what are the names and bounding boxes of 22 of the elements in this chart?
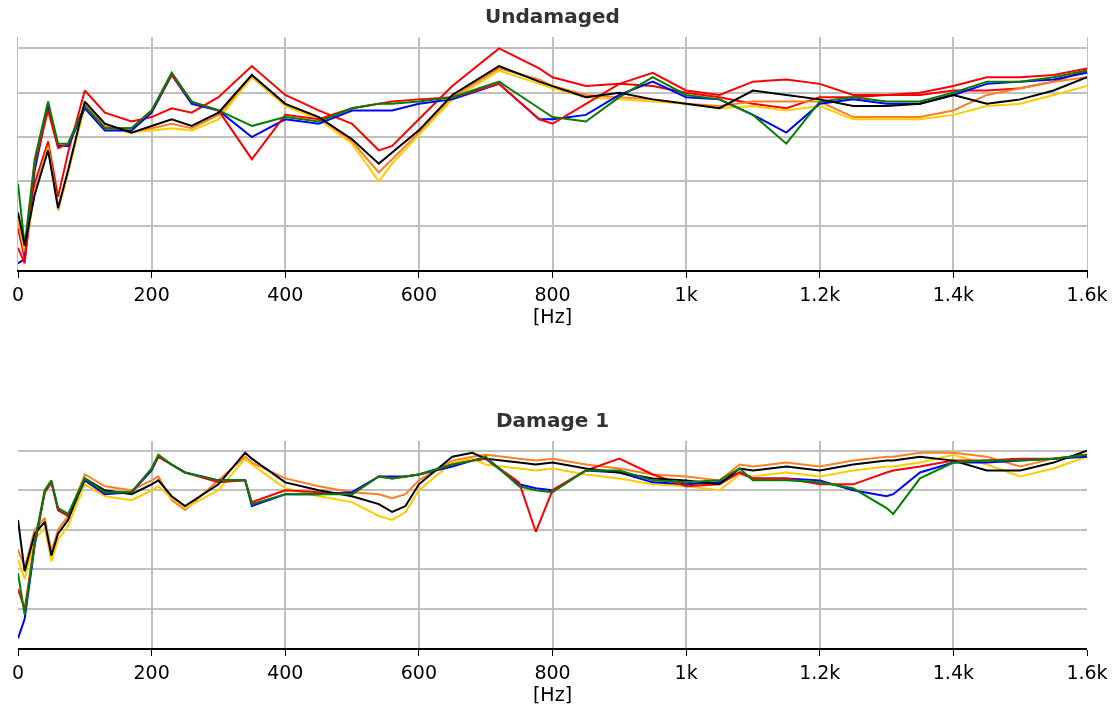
x-tick-label: 600 <box>400 660 438 683</box>
x-tick-label: 800 <box>534 660 571 683</box>
x-tick-label: 1.4k <box>932 660 974 683</box>
x-axis-title: [Hz] <box>532 304 573 327</box>
x-tick-label: 1k <box>674 282 698 305</box>
x-axis-title: [Hz] <box>532 682 573 705</box>
x-tick-label: 200 <box>133 282 170 305</box>
x-tick-label: 1.4k <box>932 282 974 305</box>
x-tick-label: 0 <box>11 660 25 683</box>
x-tick-label: 1.2k <box>799 660 841 683</box>
x-tick-label: 400 <box>267 282 304 305</box>
x-tick-label: 600 <box>400 282 438 305</box>
chart-title: Undamaged <box>485 4 620 28</box>
x-tick-label: 1.6k <box>1066 660 1108 683</box>
x-tick-label: 1.6k <box>1066 282 1108 305</box>
x-tick-label: 1k <box>674 660 698 683</box>
x-tick-label: 1.2k <box>799 282 841 305</box>
x-tick-label: 0 <box>11 282 25 305</box>
x-tick-label: 400 <box>267 660 304 683</box>
x-tick-label: 800 <box>534 282 571 305</box>
x-tick-label: 200 <box>133 660 170 683</box>
chart-title: Damage 1 <box>496 408 610 432</box>
